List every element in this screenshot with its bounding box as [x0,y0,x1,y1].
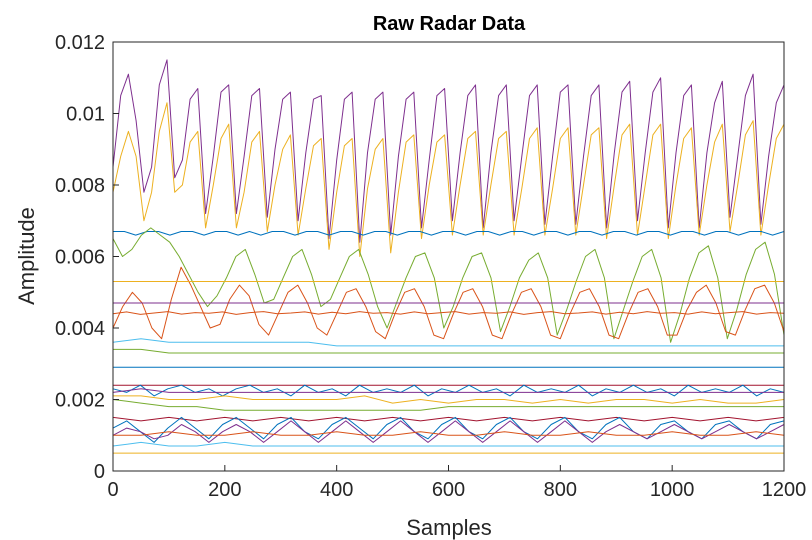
x-axis-ticks: 0 200 400 600 800 1000 1200 [107,465,806,501]
series-line-20 [113,431,785,436]
series-line-9 [112,338,784,347]
x-axis-label: Samples [406,515,492,540]
y-tick-label: 0.008 [55,175,105,197]
y-tick-label: 0.012 [55,32,105,54]
series-line-18 [112,416,785,443]
series-line-1 [112,59,785,243]
y-tick-label: 0 [94,461,105,483]
x-tick-label: 0 [107,479,118,501]
series-line-21 [112,441,784,447]
chart-title: Raw Radar Data [373,13,526,35]
plot-area [113,42,784,471]
series-line-8 [112,311,785,315]
series-layer [112,59,785,454]
y-axis-ticks: 0 0.002 0.004 0.006 0.008 0.01 0.012 [55,32,119,483]
x-tick-label: 400 [320,479,353,501]
series-line-2 [112,102,785,257]
series-line-16 [112,399,784,411]
x-tick-label: 200 [208,479,241,501]
series-line-3 [113,231,785,236]
series-line-14 [112,388,784,393]
series-line-10 [113,348,784,354]
x-tick-label: 1200 [762,479,807,501]
y-axis-label: Amplitude [14,207,39,305]
y-tick-label: 0.002 [55,390,105,412]
series-line-19 [112,420,785,443]
series-line-17 [112,416,785,422]
x-tick-label: 600 [432,479,465,501]
series-line-13 [112,384,785,397]
series-line-15 [113,395,785,404]
x-tick-label: 800 [544,479,577,501]
y-tick-label: 0.006 [55,247,105,269]
series-line-4 [112,227,785,343]
y-tick-label: 0.004 [55,318,105,340]
plot-frame [112,41,785,472]
y-tick-label: 0.01 [66,104,105,126]
x-tick-label: 1000 [650,479,695,501]
